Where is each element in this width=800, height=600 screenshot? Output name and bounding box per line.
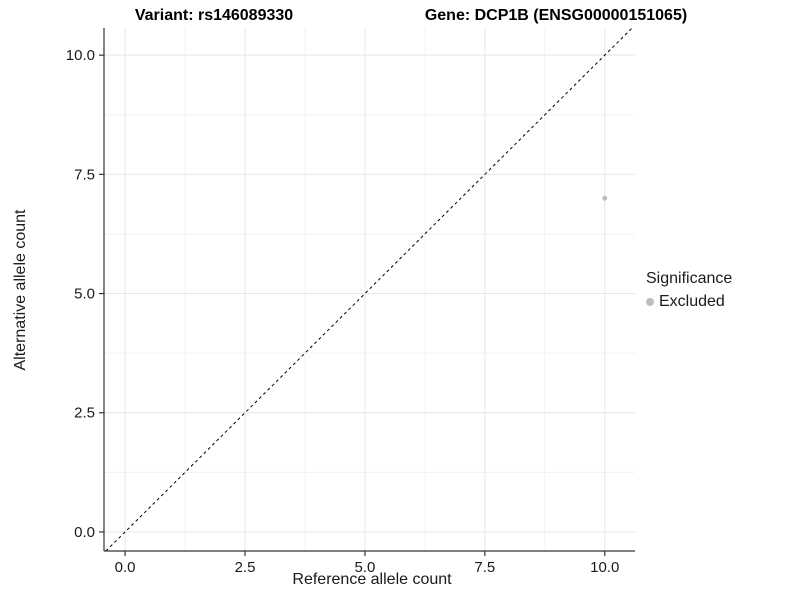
y-tick-label: 7.5 xyxy=(74,166,95,183)
x-tick-label: 7.5 xyxy=(474,559,495,576)
variant-title: Variant: rs146089330 xyxy=(134,7,294,24)
legend-point-icon xyxy=(646,298,654,306)
y-tick-label: 5.0 xyxy=(74,286,95,303)
legend-title: Significance xyxy=(646,270,733,287)
y-tick-label: 0.0 xyxy=(74,524,95,541)
x-tick-label: 2.5 xyxy=(235,559,256,576)
x-axis-title: Reference allele count xyxy=(292,571,452,588)
x-tick-label: 5.0 xyxy=(355,559,376,576)
x-tick-label: 10.0 xyxy=(590,559,619,576)
legend: Significance Excluded xyxy=(646,270,732,311)
y-tick-label: 10.0 xyxy=(66,47,95,64)
y-axis-title: Alternative allele count xyxy=(12,209,29,371)
identity-reference-line xyxy=(105,27,633,552)
x-tick-label: 0.0 xyxy=(115,559,136,576)
legend-item-label: Excluded xyxy=(659,293,725,310)
legend-item-excluded: Excluded xyxy=(646,293,732,311)
data-point xyxy=(602,195,608,201)
gene-title: Gene: DCP1B (ENSG00000151065) xyxy=(424,7,688,24)
y-tick-label: 2.5 xyxy=(74,405,95,422)
